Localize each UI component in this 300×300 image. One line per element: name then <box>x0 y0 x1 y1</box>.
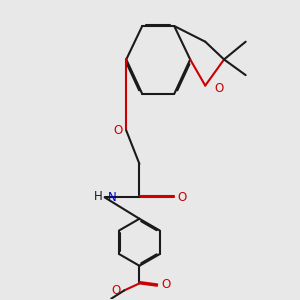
Text: O: O <box>178 191 187 204</box>
Text: O: O <box>215 82 224 95</box>
Text: O: O <box>111 284 121 297</box>
Text: N: N <box>107 191 116 204</box>
Text: O: O <box>161 278 170 291</box>
Text: H: H <box>94 190 102 203</box>
Text: O: O <box>113 124 123 137</box>
